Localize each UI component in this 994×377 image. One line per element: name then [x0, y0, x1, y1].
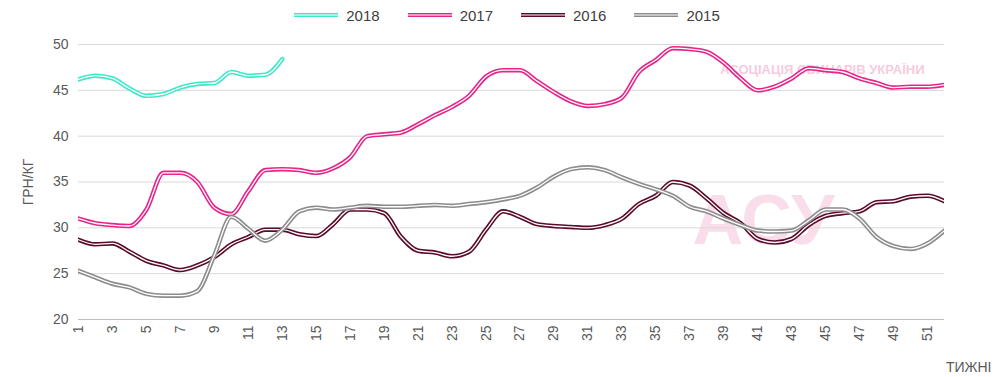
svg-text:9: 9	[206, 325, 222, 333]
html-text:2017: 2017	[459, 6, 493, 24]
svg-text:40: 40	[53, 128, 69, 144]
svg-text:33: 33	[613, 325, 629, 341]
svg-text:ГРН/КГ: ГРН/КГ	[20, 158, 36, 205]
svg-text:3: 3	[104, 325, 120, 333]
svg-text:43: 43	[783, 325, 799, 341]
svg-text:АСОЦІАЦІЯ СВИНАРІВ УКРАЇНИ: АСОЦІАЦІЯ СВИНАРІВ УКРАЇНИ	[720, 61, 925, 77]
svg-text:47: 47	[851, 325, 867, 341]
html-text:2015: 2015	[686, 6, 720, 24]
svg-text:ТИЖНІ: ТИЖНІ	[946, 359, 992, 375]
svg-text:51: 51	[919, 325, 935, 341]
svg-text:35: 35	[647, 325, 663, 341]
svg-text:37: 37	[681, 325, 697, 341]
svg-text:11: 11	[240, 325, 256, 340]
svg-text:30: 30	[53, 219, 69, 235]
svg-text:25: 25	[478, 325, 494, 341]
svg-text:АСУ: АСУ	[692, 181, 835, 260]
svg-text:25: 25	[53, 265, 69, 281]
svg-text:31: 31	[579, 325, 595, 341]
svg-text:50: 50	[53, 36, 69, 52]
svg-text:23: 23	[444, 325, 460, 341]
svg-text:49: 49	[885, 325, 901, 341]
svg-text:27: 27	[511, 325, 527, 341]
svg-text:21: 21	[410, 325, 426, 341]
html-text:2016: 2016	[573, 6, 607, 24]
svg-text:1: 1	[70, 325, 86, 333]
svg-text:35: 35	[53, 173, 69, 189]
svg-text:15: 15	[308, 325, 324, 341]
svg-text:45: 45	[53, 82, 69, 98]
svg-text:39: 39	[715, 325, 731, 341]
html-text:2018: 2018	[346, 6, 380, 24]
svg-text:29: 29	[545, 325, 561, 341]
svg-text:20: 20	[53, 311, 69, 327]
svg-text:17: 17	[342, 325, 358, 341]
svg-text:5: 5	[138, 325, 154, 333]
svg-text:41: 41	[749, 325, 765, 341]
svg-text:7: 7	[172, 325, 188, 333]
svg-text:19: 19	[376, 325, 392, 341]
svg-text:45: 45	[817, 325, 833, 341]
svg-text:13: 13	[274, 325, 290, 341]
